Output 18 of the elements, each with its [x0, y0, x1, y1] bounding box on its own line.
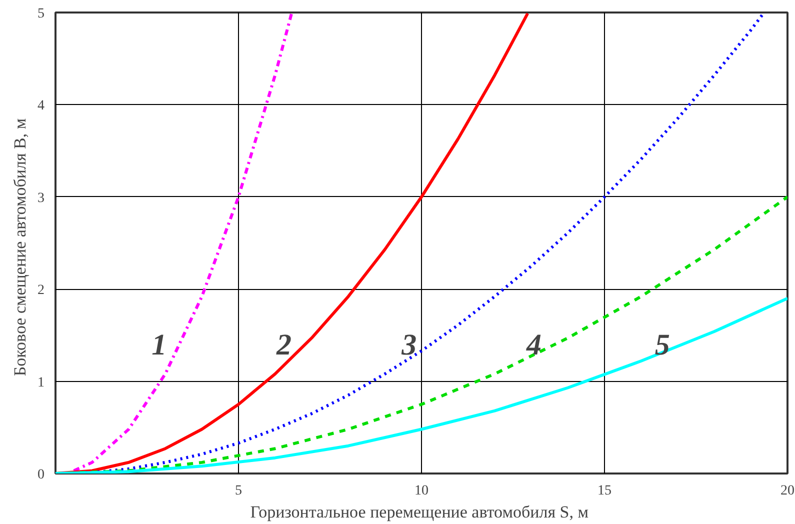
y-tick-label: 3: [38, 190, 44, 206]
x-tick-label: 20: [780, 484, 794, 498]
y-axis-title: Боковое смещение автомобиля B, м: [10, 118, 30, 376]
y-tick-label: 2: [38, 283, 44, 298]
annotation: 4: [525, 328, 542, 362]
annotation: 3: [400, 328, 417, 362]
x-tick-label: 15: [598, 484, 612, 498]
x-axis-title: Горизонтальное перемещение автомобиля S, м: [250, 502, 589, 522]
y-tick-label: 1: [38, 375, 44, 390]
y-tick-label: 0: [38, 468, 44, 482]
line-series: [72, 12, 294, 472]
y-tick-label: 4: [38, 98, 44, 114]
x-tick-label: 10: [414, 484, 428, 498]
line-series: [56, 296, 788, 474]
y-tick-label: 5: [38, 6, 44, 22]
annotation: 2: [275, 328, 292, 362]
x-tick-label: 5: [235, 484, 242, 498]
annotation: 1: [152, 328, 167, 362]
